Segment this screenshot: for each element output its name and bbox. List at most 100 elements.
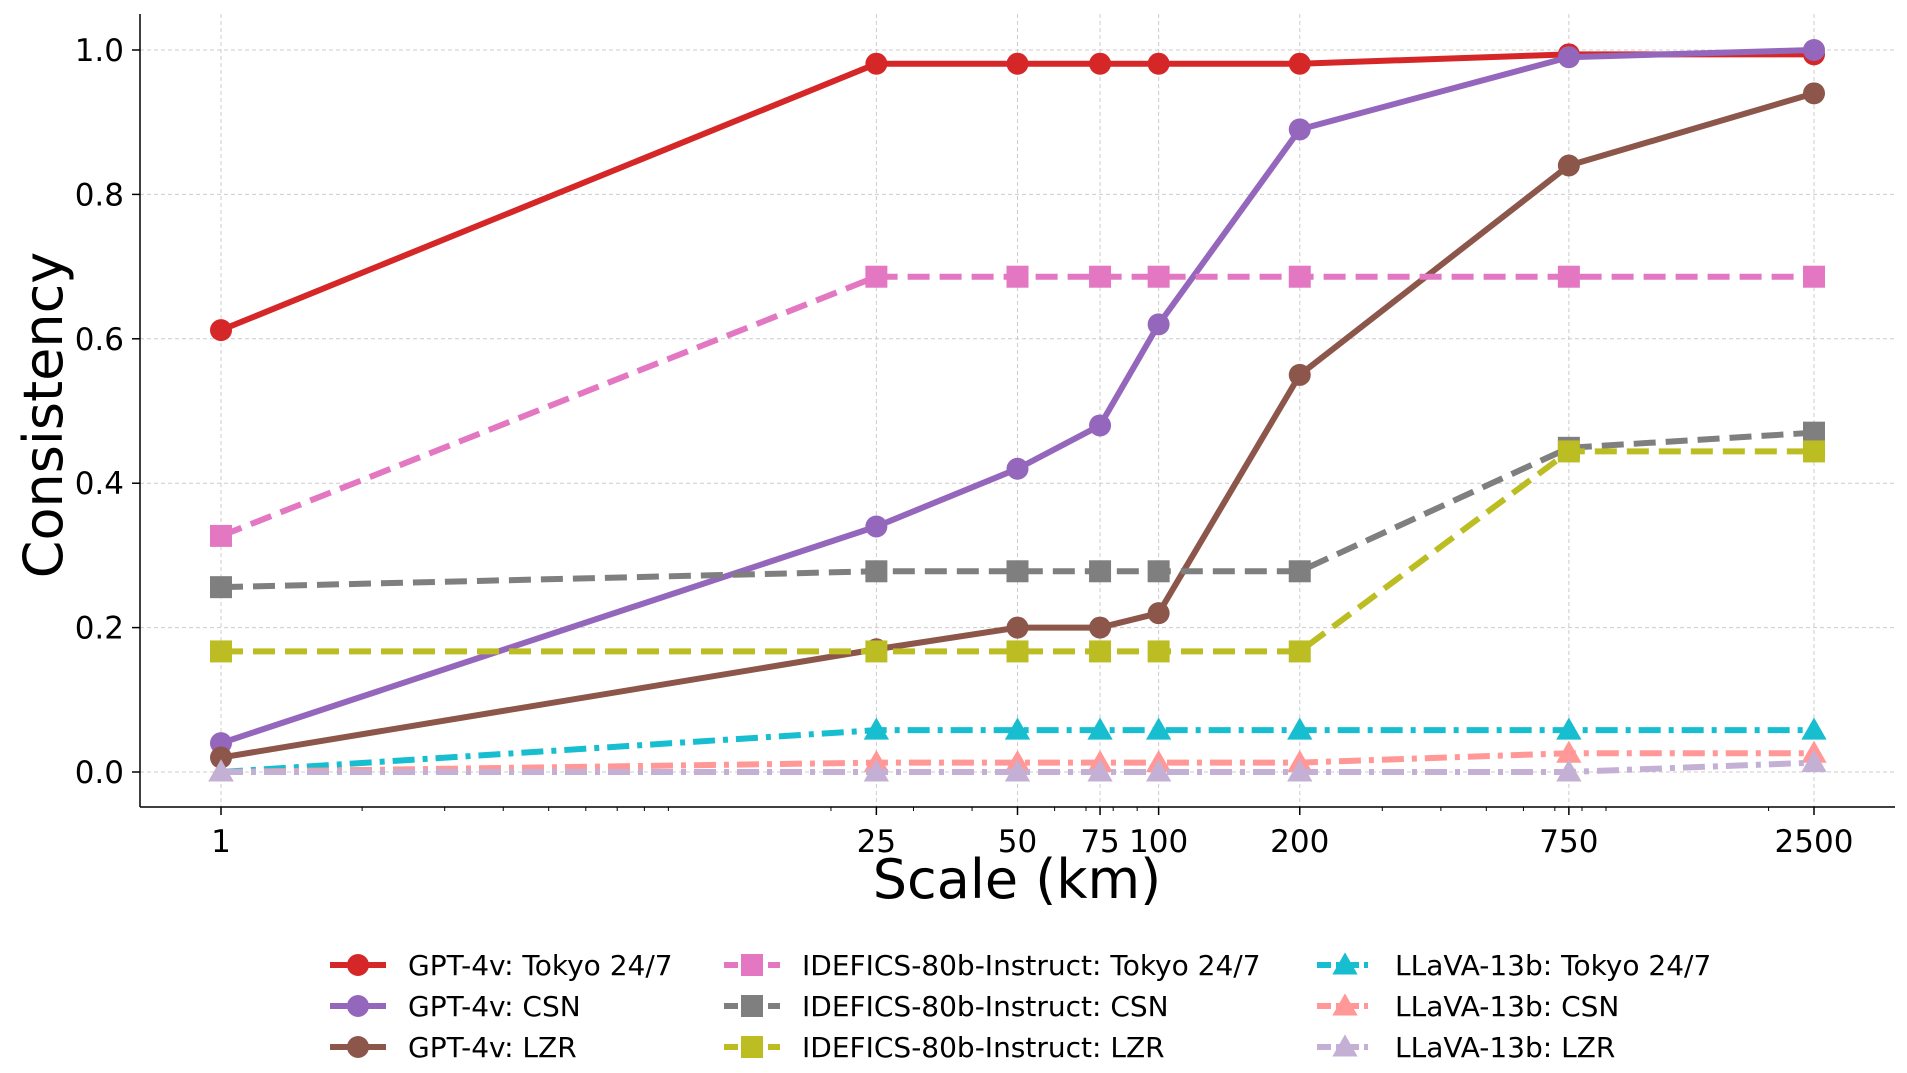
data-point (1006, 560, 1029, 583)
data-point (1147, 265, 1170, 288)
data-point (1089, 616, 1112, 639)
legend-item-llava-13b-tokyo-24-7: LLaVA-13b: Tokyo 24/7 (1317, 949, 1711, 982)
legend-marker (1332, 993, 1358, 1016)
data-point (210, 319, 232, 342)
data-point (1803, 39, 1825, 61)
legend-marker (1332, 952, 1358, 975)
data-point (1288, 363, 1311, 386)
data-point (1557, 154, 1580, 177)
data-point (210, 640, 232, 663)
x-tick-label: 2500 (1775, 824, 1854, 860)
y-tick-label: 1.0 (75, 33, 124, 69)
data-point (1147, 313, 1170, 336)
data-point (1803, 440, 1825, 463)
x-axis-title: Scale (km) (873, 848, 1161, 911)
legend-label: GPT-4v: CSN (408, 990, 581, 1023)
series-line (220, 750, 1814, 775)
series-line (221, 759, 1815, 775)
data-point (1147, 602, 1170, 625)
data-point (210, 576, 232, 599)
data-point (1556, 740, 1582, 763)
data-point (1147, 640, 1170, 663)
data-point (865, 640, 888, 663)
data-point (1006, 52, 1029, 75)
data-point (1089, 265, 1112, 288)
legend-marker (741, 995, 763, 1017)
series-line (220, 90, 1815, 761)
legend-label: IDEFICS-80b-Instruct: Tokyo 24/7 (802, 949, 1261, 982)
data-point (1287, 759, 1313, 782)
data-point (1557, 46, 1580, 69)
series-line (219, 51, 1814, 333)
data-point (1288, 118, 1311, 141)
legend-item-llava-13b-csn: LLaVA-13b: CSN (1317, 990, 1619, 1023)
data-point (1089, 414, 1112, 437)
legend-label: IDEFICS-80b-Instruct: LZR (802, 1031, 1165, 1064)
data-point (1147, 52, 1170, 75)
data-point (1556, 717, 1582, 740)
y-tick-label: 0.8 (75, 177, 124, 213)
legend-marker (741, 954, 763, 976)
legend-item-idefics-80b-instruct-csn: IDEFICS-80b-Instruct: CSN (724, 990, 1169, 1023)
y-tick-label: 0.6 (75, 322, 124, 358)
y-axis-title: Consistency (12, 252, 75, 579)
series-line (220, 429, 1815, 591)
data-point (210, 746, 232, 769)
data-point (865, 52, 888, 75)
data-point (1557, 440, 1580, 463)
data-point (865, 265, 888, 288)
legend-item-gpt-4v-tokyo-24-7: GPT-4v: Tokyo 24/7 (330, 949, 673, 982)
data-point (1801, 749, 1827, 773)
data-point (1287, 717, 1313, 740)
data-point (1087, 759, 1113, 782)
series-line (220, 727, 1814, 775)
data-point (863, 759, 890, 782)
data-point (1006, 640, 1029, 663)
ticks: 0.0 0.2 0.4 0.6 0.8 1.0 1 25 50 75 100 200 750 2500 (75, 33, 1854, 860)
data-point (1089, 640, 1112, 663)
x-tick-label: 50 (998, 824, 1037, 860)
y-tick-label: 0.4 (75, 466, 124, 502)
series-line (219, 273, 1814, 539)
data-point (1006, 616, 1029, 639)
data-point (1557, 265, 1580, 288)
legend-label: IDEFICS-80b-Instruct: CSN (802, 990, 1169, 1023)
legend-item-llava-13b-lzr: LLaVA-13b: LZR (1317, 1031, 1615, 1064)
legend-label: LLaVA-13b: CSN (1395, 990, 1619, 1023)
data-point (1803, 421, 1825, 444)
legend-label: GPT-4v: LZR (408, 1031, 577, 1064)
data-point (1288, 640, 1311, 663)
legend-item-idefics-80b-instruct-tokyo-24-7: IDEFICS-80b-Instruct: Tokyo 24/7 (724, 949, 1261, 982)
data-point (1089, 560, 1112, 583)
series-line (221, 448, 1814, 655)
legend-marker (741, 1036, 763, 1058)
y-tick-label: 0.0 (75, 755, 124, 791)
data-point (1145, 717, 1172, 740)
y-tick-label: 0.2 (75, 611, 124, 647)
legend-marker (347, 1036, 369, 1058)
data-point (1006, 457, 1029, 480)
data-point (1145, 759, 1172, 782)
data-point (210, 524, 232, 547)
x-tick-label: 25 (857, 824, 896, 860)
x-tick-label: 100 (1129, 824, 1188, 860)
data-point (1803, 265, 1825, 288)
data-point (863, 717, 890, 740)
data-point (1801, 717, 1827, 740)
data-point (1004, 759, 1031, 782)
data-point (1089, 52, 1112, 75)
legend-label: LLaVA-13b: Tokyo 24/7 (1395, 949, 1711, 982)
series-idefics-80b-instruct-lzr (210, 440, 1825, 663)
legend-marker (347, 954, 369, 976)
legend-item-gpt-4v-lzr: GPT-4v: LZR (330, 1031, 577, 1064)
series-layer (208, 39, 1827, 782)
legend-marker (1332, 1034, 1358, 1057)
x-tick-label: 1 (211, 824, 231, 860)
legend-item-idefics-80b-instruct-lzr: IDEFICS-80b-Instruct: LZR (724, 1031, 1165, 1064)
x-tick-label: 75 (1080, 824, 1119, 860)
data-point (865, 560, 888, 583)
legend-item-gpt-4v-csn: GPT-4v: CSN (330, 990, 581, 1023)
data-point (1288, 265, 1311, 288)
data-point (1288, 560, 1311, 583)
